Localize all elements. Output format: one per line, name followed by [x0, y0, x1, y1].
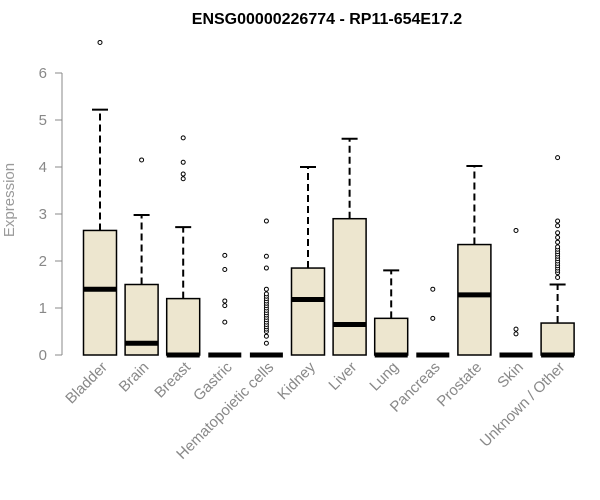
outlier-point: [555, 155, 561, 161]
outlier-point: [513, 331, 519, 337]
box-prostate: [457, 165, 492, 356]
outlier-point: [263, 340, 269, 346]
y-tick-label: 4: [39, 159, 47, 176]
x-tick-label: Breast: [151, 358, 194, 401]
outlier-point: [97, 39, 103, 45]
outlier-point: [263, 265, 269, 271]
x-tick-label: Bladder: [62, 359, 111, 408]
y-tick-label: 5: [39, 112, 47, 129]
box-lung: [373, 269, 409, 358]
outlier-point: [263, 286, 269, 292]
y-tick-label: 3: [39, 206, 47, 223]
box-rect: [165, 297, 201, 356]
box-rect: [82, 229, 118, 356]
box-hematopoietic-cells: [249, 218, 283, 358]
outlier-point: [430, 286, 436, 292]
box-kidney: [290, 166, 326, 356]
x-tick-label: Lung: [366, 359, 402, 395]
x-tick-label: Brain: [116, 359, 153, 396]
outlier-point: [513, 326, 519, 332]
x-tick-label: Prostate: [434, 359, 486, 411]
outlier-point: [222, 298, 228, 304]
outlier-point: [555, 274, 561, 280]
box-breast: [165, 135, 201, 358]
box-rect: [373, 317, 409, 356]
box-rect: [457, 243, 492, 356]
chart-title: ENSG00000226774 - RP11-654E17.2: [192, 11, 463, 28]
outlier-point: [180, 135, 186, 141]
outlier-point: [222, 252, 228, 258]
outlier-point: [180, 171, 186, 177]
outlier-point: [263, 291, 269, 297]
outlier-point: [222, 319, 228, 325]
outlier-point: [139, 157, 145, 163]
outlier-point: [513, 227, 519, 233]
outlier-point: [555, 223, 561, 229]
outlier-point: [555, 239, 561, 245]
box-bladder: [82, 39, 118, 356]
outlier-point: [180, 176, 186, 182]
outlier-point: [555, 230, 561, 236]
y-tick-label: 1: [39, 300, 47, 317]
boxes-group: [82, 39, 575, 358]
box-rect: [290, 267, 326, 356]
outlier-point: [555, 244, 561, 250]
x-tick-label: Kidney: [274, 358, 319, 403]
y-tick-label: 2: [39, 253, 47, 270]
box-unknown-other: [540, 155, 575, 358]
outlier-point: [263, 333, 269, 339]
outlier-point: [180, 159, 186, 165]
outlier-point: [430, 315, 436, 321]
box-rect: [540, 322, 575, 356]
y-axis: 0 1 2 3 4 5 6: [39, 65, 63, 364]
y-axis-label: Expression: [1, 163, 18, 237]
outlier-point: [263, 253, 269, 259]
box-skin: [499, 227, 533, 358]
box-gastric: [208, 252, 242, 358]
outlier-point: [555, 218, 561, 224]
outlier-point: [222, 303, 228, 309]
y-tick-label: 0: [39, 347, 47, 364]
y-tick-label: 6: [39, 65, 47, 82]
outlier-point: [555, 235, 561, 240]
box-liver: [332, 137, 367, 356]
x-tick-label: Liver: [325, 359, 360, 394]
box-pancreas: [416, 286, 450, 358]
x-tick-label: Skin: [494, 359, 527, 392]
box-rect: [332, 217, 367, 356]
box-brain: [124, 157, 159, 356]
outlier-point: [263, 218, 269, 224]
outlier-point: [222, 266, 228, 272]
